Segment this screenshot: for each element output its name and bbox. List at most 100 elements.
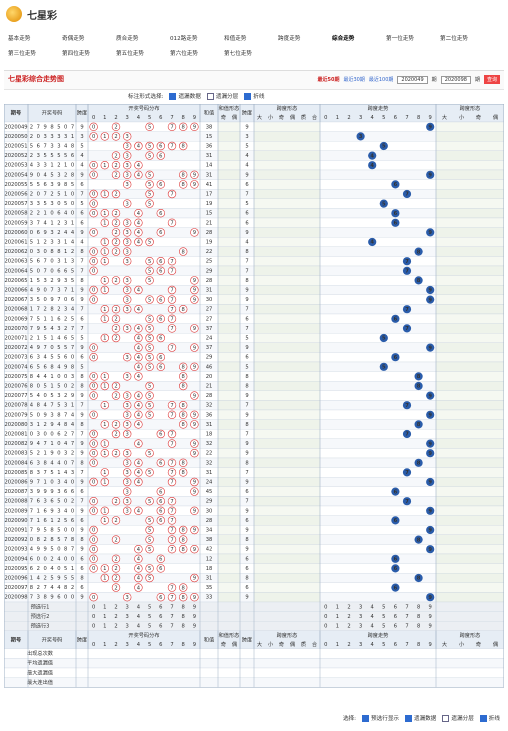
cell-text: 7 [50,288,53,294]
nav-link[interactable]: 质合走势 [116,36,139,42]
nav-link[interactable]: 和值走势 [224,36,247,42]
digit-ball-text: 4 [137,288,141,294]
span-ball [426,506,435,515]
checkbox-option[interactable]: 折线 [244,92,264,100]
digit-ball-text: 7 [170,413,173,419]
digit-ball [179,381,188,391]
nav-link[interactable]: 综合走势 [332,36,355,42]
nav-link[interactable]: 012路走势 [170,36,198,42]
nav-link[interactable]: 第六位走势 [170,51,198,57]
span-ball [426,170,435,179]
digit-ball [190,343,199,352]
form-cell [253,294,321,305]
digit-ball [134,468,143,477]
digit-ball-text: 8 [182,470,185,476]
digit-ball [134,305,143,314]
nav-link[interactable]: 第二位走势 [440,36,468,42]
period-link[interactable]: 最近100期 [368,77,394,83]
form-cell [253,169,321,180]
cell-text: 21 [206,220,213,226]
digit-ball-text: 4 [137,441,141,447]
digit-ball [167,257,177,266]
digit-ball-text: 4 [137,547,141,553]
form-cell [253,275,321,286]
digit-ball-text: 5 [148,153,151,159]
cell-text: 6 [37,144,40,150]
checkbox[interactable] [442,715,450,722]
checkbox[interactable] [244,93,252,100]
digit-ball [122,468,132,477]
cell-text: 0 [57,566,60,572]
nav-link[interactable]: 跨度走势 [278,36,301,42]
checkbox[interactable] [479,715,487,722]
nav-link[interactable]: 第三位走势 [8,51,36,57]
digit-ball-text: 8 [182,144,185,150]
form-cell [217,361,241,372]
span-ball [391,554,400,563]
digit-ball-text: 3 [126,201,129,207]
cell-text: 25 [206,259,213,265]
nav-link[interactable]: 第一位走势 [386,36,414,42]
period-link[interactable]: 最近30期 [343,77,365,83]
form-cell [217,381,241,391]
checkbox[interactable] [362,715,370,722]
period-link[interactable]: 最近50期 [317,77,340,83]
digit-ball-text: 5 [148,499,151,505]
checkbox[interactable] [206,93,214,100]
cell-text: 3 [126,115,129,121]
logo[interactable]: 七星彩 [6,6,57,22]
checkbox[interactable] [405,715,413,722]
checkbox-option[interactable]: 遗漏分层 [206,92,238,100]
digit-ball-text: 9 [193,480,196,486]
digit-ball-text: 9 [193,489,196,495]
nav-link[interactable]: 基本走势 [8,36,31,42]
checkbox-option[interactable]: 遗漏数据 [169,92,201,100]
cell-text: 和值形态 [219,631,240,639]
nav-link[interactable]: 第七位走势 [224,51,252,57]
cell-text: 9 [245,288,248,294]
digit-ball-text: 7 [170,259,173,265]
digit-ball [122,170,132,180]
checkbox-option[interactable]: 遗漏数据 [405,714,436,722]
cell-text: 6 [57,268,60,274]
cell-text: 2 [57,230,60,236]
cell-text: 4 [30,288,34,294]
span-ball [391,487,400,496]
cell-text: 9 [193,614,196,620]
digit-ball [122,420,132,429]
range-from[interactable]: 2020049 [397,75,428,84]
cell-text: 0 [64,528,67,534]
nav-link[interactable]: 奇偶走势 [62,36,85,42]
checkbox[interactable] [169,93,177,100]
cell-text: 32 [206,460,213,466]
digit-ball-text: 3 [126,480,129,486]
cell-text: 34 [206,528,213,534]
nav-link[interactable]: 第四位走势 [62,51,90,57]
cell-text: 2020088 [4,499,27,505]
cell-text: 7 [245,499,248,505]
checkbox-option[interactable]: 预选行显示 [362,714,399,722]
cell-text: 1 [30,576,33,582]
range-to[interactable]: 2020098 [440,75,471,84]
digit-ball-text: 3 [126,307,129,313]
cell-text: 7 [64,412,67,418]
cell-text: 9 [245,345,248,351]
nav-link[interactable]: 第五位走势 [116,51,144,57]
cell-text: 0 [43,556,46,562]
checkbox-option[interactable]: 折线 [479,714,500,722]
cell-text: 2 [114,642,117,648]
query-button[interactable]: 查询 [483,75,500,84]
digit-ball-text: 2 [114,566,117,572]
digit-ball-text: 7 [170,144,173,150]
digit-ball [122,218,132,228]
cell-text: 0 [64,460,67,466]
cell-text: 2020089 [4,508,27,514]
cell-text: 3 [126,614,129,620]
cell-text: 1 [37,336,40,342]
cell-text: 2020055 [4,182,27,188]
cell-text: 2020054 [4,172,28,178]
checkbox-option[interactable]: 遗漏分层 [442,714,474,722]
form-cell [217,573,241,583]
cell-text: 5 [148,115,151,121]
cell-text: 2020095 [4,566,27,572]
